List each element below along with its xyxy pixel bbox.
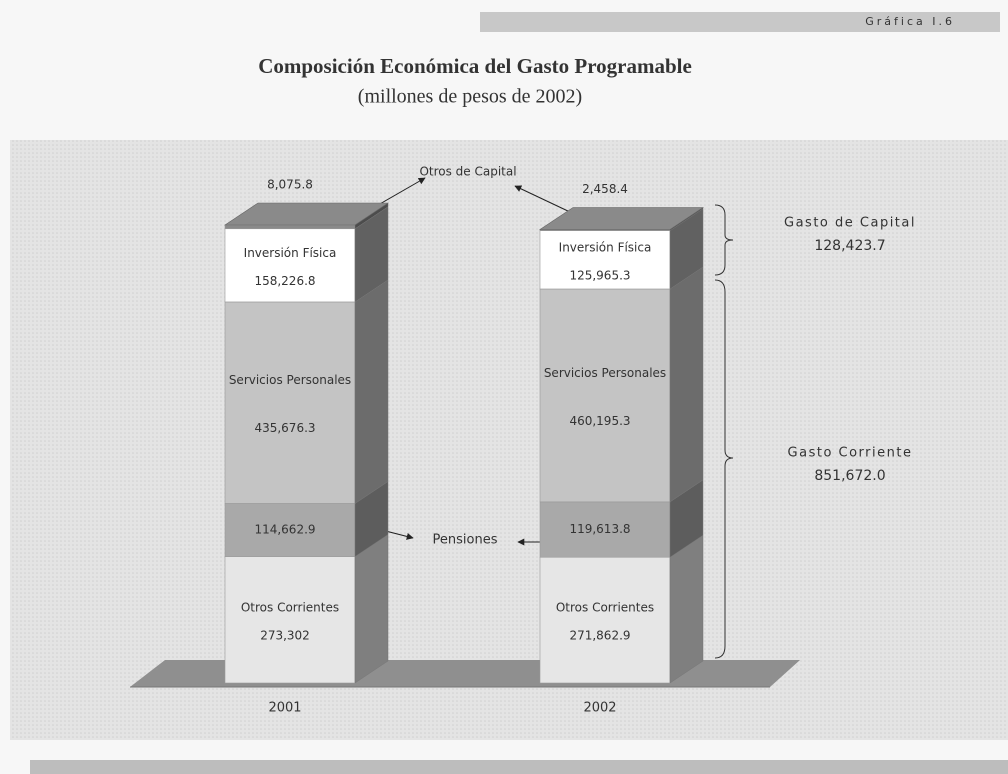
- bar-segment-side: [669, 266, 704, 503]
- segment-name: Servicios Personales: [229, 373, 351, 387]
- header-label: Gráfica I.6: [865, 15, 955, 28]
- series-callout: Pensiones: [433, 533, 498, 548]
- segment-name: Servicios Personales: [544, 366, 666, 380]
- bar-segment: [224, 503, 356, 557]
- annotation-value: 851,672.0: [814, 468, 885, 484]
- bar-segment: [539, 288, 671, 503]
- data-label: 460,195.3: [569, 414, 630, 428]
- segment-name: Otros Corrientes: [241, 600, 339, 614]
- data-label: 114,662.9: [254, 523, 315, 537]
- arrow: [514, 185, 571, 213]
- data-label: 119,613.8: [569, 522, 630, 536]
- bar-segment: [224, 301, 356, 504]
- bar-segment: [224, 224, 356, 230]
- data-label: 273,302: [260, 628, 310, 642]
- bar-segment-side: [354, 534, 389, 684]
- bar-segment-side: [669, 534, 704, 684]
- x-tick-label: 2002: [583, 701, 616, 716]
- bar-top: [224, 202, 389, 226]
- chart-subtitle: (millones de pesos de 2002): [358, 86, 582, 108]
- bar-segment: [539, 556, 671, 684]
- bar-segment: [539, 230, 671, 290]
- chart-title: Composición Económica del Gasto Programa…: [258, 54, 692, 78]
- footer-strip: [30, 760, 1008, 774]
- plot-bg: [10, 140, 1008, 740]
- segment-name: Inversión Física: [244, 246, 337, 260]
- bar-top: [539, 207, 704, 230]
- data-label: 8,075.8: [267, 178, 313, 192]
- brace-corriente: [714, 279, 734, 659]
- annotation-label: Gasto de Capital: [784, 216, 916, 231]
- segment-name: Otros Corrientes: [556, 601, 654, 615]
- data-label: 158,226.8: [254, 274, 315, 288]
- bar-segment: [224, 228, 356, 303]
- bar-segment-side: [354, 279, 389, 504]
- series-callout: Otros de Capital: [419, 165, 516, 179]
- data-label: 2,458.4: [582, 182, 628, 196]
- x-tick-label: 2001: [268, 701, 301, 716]
- bar-segment: [539, 501, 671, 558]
- bar-segment: [224, 556, 356, 684]
- segment-name: Inversión Física: [559, 240, 652, 254]
- data-label: 271,862.9: [569, 629, 630, 643]
- data-label: 435,676.3: [254, 421, 315, 435]
- data-label: 125,965.3: [569, 268, 630, 282]
- header-strip: [480, 12, 1000, 32]
- annotation-label: Gasto Corriente: [788, 446, 913, 461]
- brace-capital: [714, 204, 734, 276]
- arrow: [377, 177, 426, 206]
- annotation-value: 128,423.7: [814, 238, 885, 254]
